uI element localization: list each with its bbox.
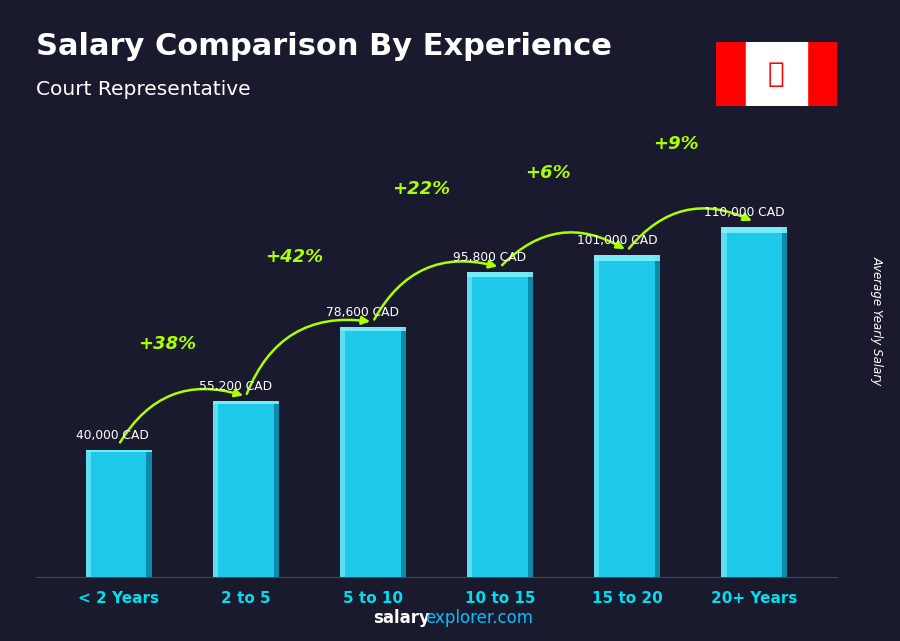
Text: 101,000 CAD: 101,000 CAD — [577, 235, 657, 247]
Text: 🍁: 🍁 — [768, 60, 785, 88]
Bar — [467, 272, 472, 577]
Text: Court Representative: Court Representative — [36, 80, 250, 99]
Bar — [782, 227, 788, 577]
Bar — [594, 255, 661, 577]
Bar — [212, 401, 218, 577]
Text: 110,000 CAD: 110,000 CAD — [704, 206, 785, 219]
Text: +22%: +22% — [392, 180, 450, 198]
Bar — [340, 327, 406, 331]
Bar — [86, 449, 152, 452]
Text: 55,200 CAD: 55,200 CAD — [199, 380, 272, 393]
Bar — [212, 401, 279, 577]
Bar — [721, 227, 788, 233]
Bar — [655, 255, 661, 577]
Bar — [721, 227, 788, 577]
Bar — [212, 401, 279, 404]
Text: 95,800 CAD: 95,800 CAD — [454, 251, 526, 264]
Bar — [274, 401, 279, 577]
Bar — [746, 42, 806, 106]
Text: Average Yearly Salary: Average Yearly Salary — [871, 256, 884, 385]
Text: +9%: +9% — [652, 135, 698, 153]
Text: +6%: +6% — [526, 163, 572, 181]
Text: +38%: +38% — [138, 335, 196, 353]
Bar — [467, 272, 533, 278]
Bar — [594, 255, 661, 262]
Bar — [340, 327, 406, 577]
Text: 40,000 CAD: 40,000 CAD — [76, 429, 148, 442]
Bar — [527, 272, 533, 577]
Bar — [400, 327, 406, 577]
Bar — [721, 227, 726, 577]
Bar — [467, 272, 533, 577]
Bar — [594, 255, 599, 577]
Text: explorer.com: explorer.com — [425, 609, 533, 627]
Bar — [340, 327, 346, 577]
Text: salary: salary — [374, 609, 430, 627]
Bar — [86, 449, 152, 577]
Text: +42%: +42% — [265, 247, 323, 266]
Bar — [86, 449, 91, 577]
Text: Salary Comparison By Experience: Salary Comparison By Experience — [36, 32, 612, 61]
Text: 78,600 CAD: 78,600 CAD — [327, 306, 400, 319]
Bar — [806, 42, 837, 106]
Bar — [147, 449, 152, 577]
Bar — [716, 42, 746, 106]
